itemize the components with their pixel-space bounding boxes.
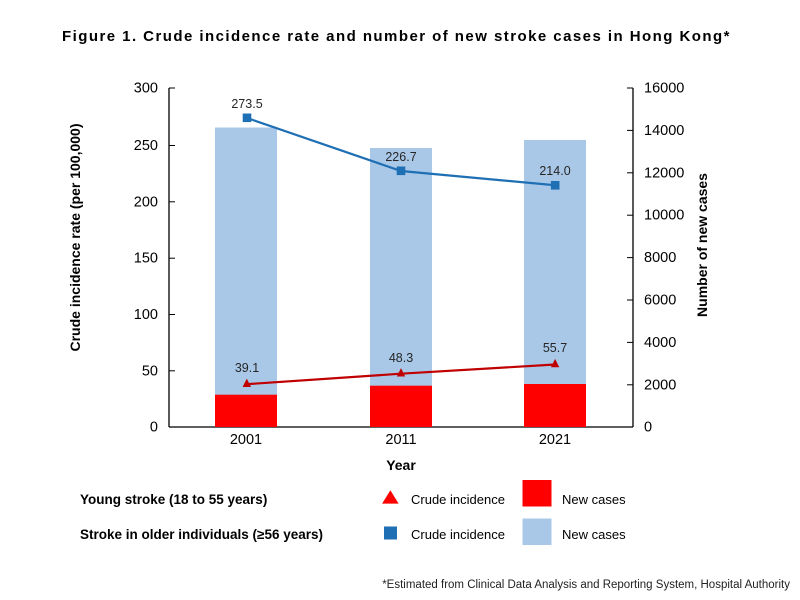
svg-text:Stroke in older individuals (≥: Stroke in older individuals (≥56 years) [80,527,323,542]
svg-text:Crude incidence: Crude incidence [411,492,505,507]
svg-text:Crude incidence: Crude incidence [411,527,505,542]
svg-text:*Estimated from Clinical Data: *Estimated from Clinical Data Analysis a… [382,579,790,591]
svg-text:2021: 2021 [539,432,571,448]
svg-text:200: 200 [134,194,158,210]
svg-text:250: 250 [134,138,158,154]
svg-text:4000: 4000 [644,335,676,351]
svg-text:50: 50 [142,363,158,379]
svg-text:48.3: 48.3 [389,351,413,365]
svg-text:8000: 8000 [644,250,676,266]
svg-text:39.1: 39.1 [235,361,259,375]
svg-text:16000: 16000 [644,81,684,97]
svg-text:12000: 12000 [644,165,684,181]
svg-text:Crude incidence rate (per 100,: Crude incidence rate (per 100,000) [67,124,83,352]
svg-text:300: 300 [134,81,158,97]
svg-text:55.7: 55.7 [543,341,567,355]
svg-text:New cases: New cases [562,527,626,542]
svg-text:0: 0 [644,420,652,436]
svg-text:Young stroke (18 to 55 years): Young stroke (18 to 55 years) [80,492,267,507]
svg-text:2001: 2001 [230,432,262,448]
svg-text:14000: 14000 [644,123,684,139]
svg-text:Number of new cases: Number of new cases [694,173,710,317]
svg-text:150: 150 [134,251,158,267]
svg-text:2011: 2011 [385,432,416,448]
svg-text:6000: 6000 [644,293,676,309]
svg-text:0: 0 [150,420,158,436]
svg-text:2000: 2000 [644,377,676,393]
svg-text:273.5: 273.5 [231,97,262,111]
svg-text:226.7: 226.7 [385,150,416,164]
svg-text:New cases: New cases [562,492,626,507]
svg-text:Year: Year [386,457,416,473]
svg-text:100: 100 [134,307,158,323]
svg-text:214.0: 214.0 [539,164,570,178]
svg-text:10000: 10000 [644,208,684,224]
